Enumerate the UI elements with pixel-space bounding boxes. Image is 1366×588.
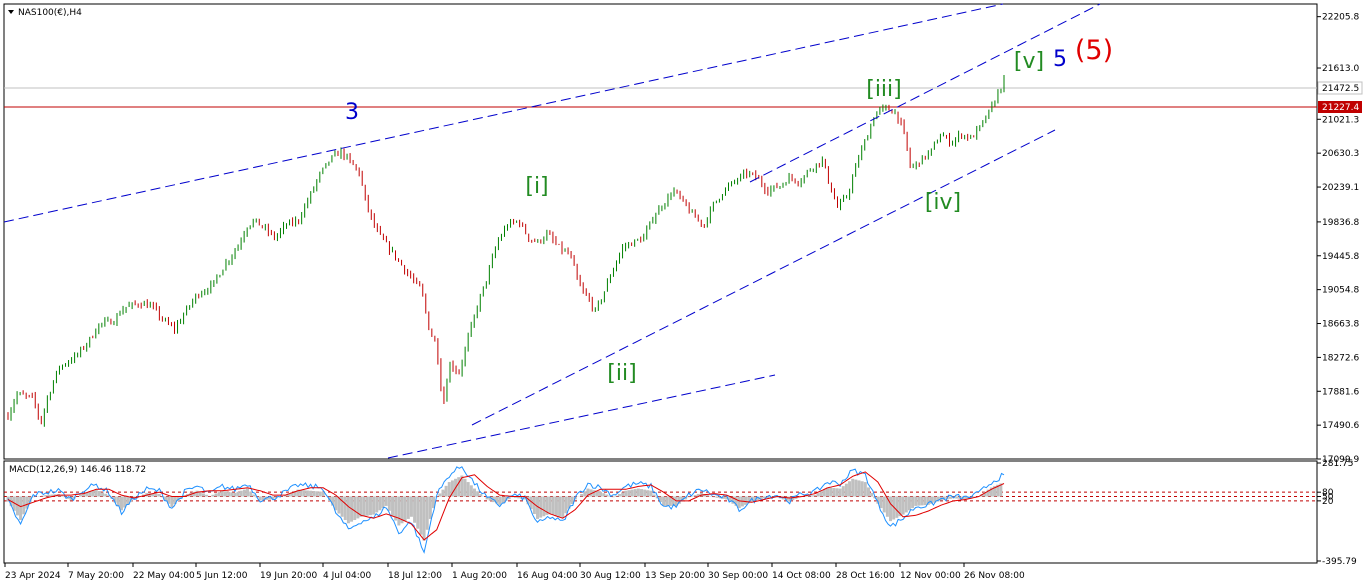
lower-channel-line[interactable] xyxy=(471,129,1056,426)
macd-tick-label: 20 xyxy=(1322,497,1334,507)
macd-tick-label: 80 xyxy=(1322,488,1334,498)
time-axis: 23 Apr 2024 7 May 20:00 22 May 04:00 5 Jun … xyxy=(4,563,1025,581)
macd-tick-label: 50 xyxy=(1322,493,1334,503)
price-chart xyxy=(3,3,1317,459)
time-tick-label: 7 May 20:00 xyxy=(68,571,124,581)
macd-tick-label: 281.75 xyxy=(1322,459,1354,469)
macd-indicator xyxy=(4,466,1317,554)
price-tick-label: 19445.8 xyxy=(1322,252,1359,262)
macd-plot-frame xyxy=(3,460,1318,564)
wave-label-v: [v] xyxy=(1014,49,1044,74)
price-tick-label: 21021.3 xyxy=(1322,115,1359,125)
price-tick-label: 17099.9 xyxy=(1322,455,1359,465)
price-tick-label: 18663.8 xyxy=(1322,320,1359,330)
price-tick-label: 18272.6 xyxy=(1322,353,1359,363)
upper-trendline-major[interactable] xyxy=(3,3,1004,223)
time-tick-label: 28 Oct 16:00 xyxy=(836,571,895,581)
macd-title: MACD(12,26,9) 146.46 118.72 xyxy=(9,465,146,475)
wave-label-5-minor: 5 xyxy=(1053,47,1067,72)
level-price-tag xyxy=(1318,101,1362,113)
wave-label-iv: [iv] xyxy=(925,190,961,215)
time-tick-label: 30 Aug 12:00 xyxy=(580,571,641,581)
candles-group xyxy=(7,74,1005,427)
time-tick-label: 14 Oct 08:00 xyxy=(772,571,831,581)
chart-menu-triangle-icon[interactable] xyxy=(8,10,14,14)
price-tick-label: 20239.1 xyxy=(1322,183,1359,193)
wave-label-5-intermediate: (5) xyxy=(1075,35,1113,66)
main-plot-frame xyxy=(3,3,1318,460)
symbol-title: NAS100(€),H4 xyxy=(18,8,82,18)
time-tick-label: 1 Aug 20:00 xyxy=(452,571,507,581)
macd-tick-label: -395.79 xyxy=(1322,557,1357,567)
time-tick-label: 26 Nov 08:00 xyxy=(964,571,1025,581)
time-tick-label: 16 Aug 04:00 xyxy=(517,571,578,581)
time-tick-label: 13 Sep 20:00 xyxy=(645,571,705,581)
level-price-label: 21227.4 xyxy=(1322,103,1359,113)
time-tick-label: 12 Nov 00:00 xyxy=(900,571,961,581)
signal-line xyxy=(7,471,1005,541)
time-tick-label: 30 Sep 00:00 xyxy=(708,571,768,581)
price-tick-label: 19054.8 xyxy=(1322,286,1359,296)
price-tick-label: 17490.6 xyxy=(1322,421,1359,431)
price-tick-label: 20630.3 xyxy=(1322,149,1359,159)
time-tick-label: 23 Apr 2024 xyxy=(5,571,61,581)
upper-channel-line[interactable] xyxy=(749,3,1101,183)
lower-trendline-major[interactable] xyxy=(387,374,776,459)
time-tick-label: 4 Jul 04:00 xyxy=(323,571,372,581)
wave-label-ii: [ii] xyxy=(607,361,636,386)
time-tick-label: 18 Jul 12:00 xyxy=(388,571,442,581)
current-price-tag xyxy=(1317,81,1363,95)
price-axis: 22205.8 21613.0 21021.3 20630.3 20239.1 19836… xyxy=(1317,13,1359,465)
price-tick-label: 22205.8 xyxy=(1322,13,1359,23)
price-tick-label: 19836.8 xyxy=(1322,218,1359,228)
macd-line xyxy=(7,466,1005,554)
time-tick-label: 19 Jun 20:00 xyxy=(260,571,317,581)
wave-label-iii: [iii] xyxy=(866,77,902,102)
wave-label-i: [i] xyxy=(525,174,548,199)
price-tick-label: 21613.0 xyxy=(1322,64,1359,74)
price-tick-label: 17881.6 xyxy=(1322,387,1359,397)
trend-channels[interactable] xyxy=(3,3,1101,459)
time-tick-label: 22 May 04:00 xyxy=(133,571,195,581)
wave-label-3: 3 xyxy=(345,100,359,125)
time-tick-label: 5 Jun 12:00 xyxy=(196,571,248,581)
current-price-label: 21472.5 xyxy=(1322,84,1359,94)
